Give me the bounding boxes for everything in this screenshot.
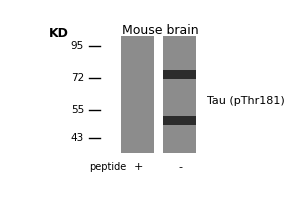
Text: Mouse brain: Mouse brain: [122, 24, 199, 37]
Bar: [163, 36, 196, 153]
Bar: [163, 70, 196, 79]
Text: 72: 72: [71, 73, 84, 83]
Text: +: +: [134, 162, 143, 172]
Text: Tau (pThr181): Tau (pThr181): [207, 96, 285, 106]
Bar: [163, 116, 196, 125]
Bar: [121, 36, 154, 153]
Text: KD: KD: [49, 27, 68, 40]
Text: 43: 43: [71, 133, 84, 143]
Text: 55: 55: [71, 105, 84, 115]
Text: 95: 95: [71, 41, 84, 51]
Text: peptide: peptide: [88, 162, 126, 172]
Text: -: -: [178, 162, 182, 172]
